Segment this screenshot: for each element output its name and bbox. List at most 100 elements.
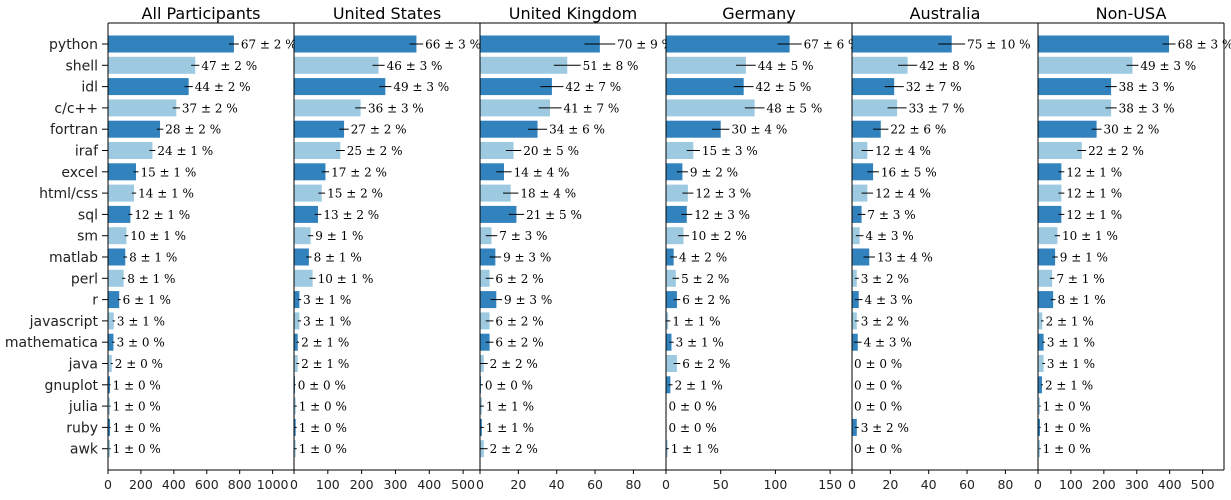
x-tick-label: 0: [290, 477, 298, 492]
category-label-html-css: html/css: [39, 186, 98, 202]
x-tick-label: 500: [1191, 477, 1215, 492]
x-tick-label: 40: [921, 477, 937, 492]
category-label-awk: awk: [70, 442, 99, 458]
bar-perl: [1038, 269, 1053, 287]
bar-c-c: [852, 99, 898, 117]
value-label-ruby: 3 ± 2 %: [861, 421, 909, 435]
bar-fortran: [480, 120, 538, 138]
bar-ruby: [852, 418, 857, 436]
value-label-sql: 12 ± 1 %: [1066, 208, 1122, 222]
value-label-shell: 49 ± 3 %: [1140, 59, 1196, 73]
value-label-html-css: 18 ± 4 %: [520, 187, 576, 201]
x-tick-label: 100: [316, 477, 340, 492]
value-label-sql: 12 ± 3 %: [694, 208, 750, 222]
bar-julia: [1038, 397, 1040, 415]
category-label-javascript: javascript: [29, 314, 99, 330]
bar-c-c: [480, 99, 550, 117]
value-label-perl: 5 ± 2 %: [681, 272, 729, 286]
value-label-javascript: 6 ± 2 %: [495, 314, 543, 328]
value-label-idl: 38 ± 3 %: [1119, 80, 1175, 94]
value-label-shell: 46 ± 3 %: [387, 59, 443, 73]
panel-united-states-title: United States: [333, 4, 441, 23]
value-label-java: 2 ± 1 %: [301, 357, 349, 371]
x-tick-label: 60: [959, 477, 975, 492]
value-label-matlab: 4 ± 2 %: [679, 251, 727, 265]
category-label-fortran: fortran: [50, 122, 98, 138]
value-label-iraf: 22 ± 2 %: [1088, 144, 1144, 158]
bar-excel: [108, 163, 136, 181]
x-tick-label: 0: [476, 477, 484, 492]
value-label-shell: 47 ± 2 %: [201, 59, 257, 73]
value-label-julia: 0 ± 0 %: [854, 400, 902, 414]
value-label-gnuplot: 2 ± 1 %: [1045, 378, 1093, 392]
bar-sql: [852, 205, 862, 223]
value-label-html-css: 14 ± 1 %: [138, 187, 194, 201]
bar-r: [480, 291, 497, 309]
panel-united-states: United States 66 ± 3 % 46 ± 3 % 49 ± 3 % 36 …: [290, 4, 481, 492]
bar-excel: [852, 163, 874, 181]
value-label-r: 6 ± 2 %: [682, 293, 730, 307]
bar-python: [1038, 35, 1170, 53]
panel-australia-title: Australia: [910, 4, 981, 23]
bar-java: [1038, 355, 1044, 372]
x-tick-label: 400: [162, 477, 186, 492]
value-label-excel: 16 ± 5 %: [881, 165, 937, 179]
bar-javascript: [294, 312, 300, 330]
bar-idl: [480, 78, 552, 96]
panel-all-participants-title: All Participants: [142, 4, 261, 23]
bar-excel: [666, 163, 683, 181]
bar-matlab: [852, 248, 870, 266]
bar-python: [852, 35, 952, 53]
bar-mathematica: [294, 333, 298, 351]
bar-javascript: [1038, 312, 1043, 330]
bar-python: [108, 35, 234, 53]
x-tick-label: 80: [625, 477, 641, 492]
bar-sql: [480, 205, 517, 223]
value-label-mathematica: 6 ± 2 %: [495, 336, 543, 350]
bar-awk: [1038, 440, 1040, 458]
x-tick-label: 0: [1034, 477, 1042, 492]
value-label-javascript: 2 ± 1 %: [1046, 314, 1094, 328]
value-label-sql: 13 ± 2 %: [323, 208, 379, 222]
value-label-sm: 7 ± 3 %: [499, 229, 547, 243]
value-label-python: 67 ± 6 %: [804, 38, 860, 52]
bar-iraf: [480, 142, 514, 159]
value-label-iraf: 24 ± 1 %: [157, 144, 213, 158]
value-label-julia: 1 ± 0 %: [113, 400, 161, 414]
category-label-iraf: iraf: [75, 144, 99, 160]
bar-javascript: [480, 312, 490, 330]
value-label-java: 3 ± 1 %: [1047, 357, 1095, 371]
x-tick-label: 20: [510, 477, 526, 492]
bar-ruby: [1038, 418, 1040, 436]
bar-sql: [666, 205, 687, 223]
value-label-c-c: 38 ± 3 %: [1119, 101, 1175, 115]
value-label-gnuplot: 1 ± 0 %: [113, 378, 161, 392]
value-label-awk: 2 ± 2 %: [490, 442, 538, 456]
category-label-sm: sm: [77, 229, 98, 245]
bar-c-c: [666, 99, 755, 117]
bar-sm: [108, 227, 127, 245]
value-label-java: 2 ± 0 %: [115, 357, 163, 371]
value-label-excel: 15 ± 1 %: [140, 165, 196, 179]
x-tick-label: 1000: [257, 477, 289, 492]
bar-sm: [666, 227, 684, 245]
bar-gnuplot: [108, 376, 110, 394]
value-label-python: 68 ± 3 %: [1178, 38, 1231, 52]
value-label-awk: 0 ± 0 %: [854, 442, 902, 456]
value-label-awk: 1 ± 1 %: [671, 442, 719, 456]
bar-r: [666, 291, 677, 309]
bar-html-css: [108, 184, 135, 202]
value-label-perl: 8 ± 1 %: [127, 272, 175, 286]
bar-idl: [666, 78, 744, 96]
bar-matlab: [108, 248, 126, 266]
bar-html-css: [294, 184, 322, 202]
panel-non-usa: Non-USA 68 ± 3 % 49 ± 3 % 38 ± 3 % 38 ± 3 % 3…: [1034, 4, 1231, 492]
category-label-julia: julia: [68, 399, 98, 415]
bar-java: [666, 355, 677, 372]
bar-fortran: [108, 120, 161, 138]
value-label-ruby: 1 ± 0 %: [113, 421, 161, 435]
value-label-idl: 42 ± 5 %: [756, 80, 812, 94]
value-label-matlab: 13 ± 4 %: [877, 251, 933, 265]
bar-html-css: [852, 184, 868, 202]
value-label-iraf: 25 ± 2 %: [347, 144, 403, 158]
